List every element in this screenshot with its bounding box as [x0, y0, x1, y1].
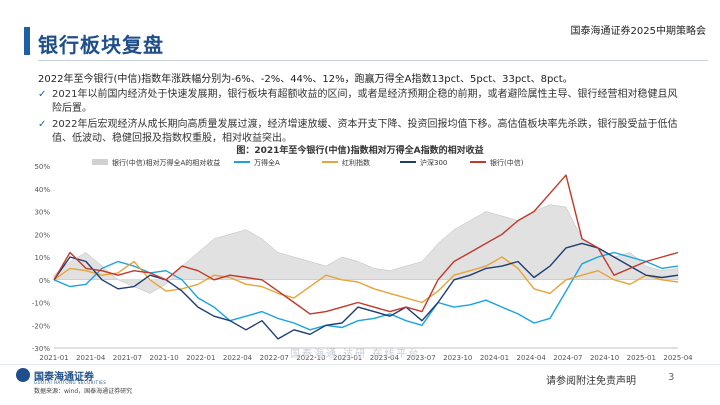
y-tick-label: 10% — [34, 254, 50, 262]
x-tick-label: 2025-01 — [627, 354, 656, 362]
x-tick-label: 2021-01 — [39, 354, 68, 362]
series-line — [53, 174, 679, 315]
series-area-relative-return — [53, 204, 679, 294]
logo-subtext: GUOTAI HAITONG SECURITIES — [34, 380, 107, 385]
legend-swatch — [92, 159, 108, 165]
footer-divider — [0, 364, 720, 365]
legend-label: 万得全A — [254, 158, 280, 167]
x-tick-label: 2023-01 — [333, 354, 362, 362]
check-icon: ✓ — [38, 119, 47, 130]
legend-label: 银行(中信)相对万得全A的相对收益 — [112, 158, 220, 167]
legend-label: 红利指数 — [342, 158, 370, 167]
data-source: 数据来源：wind，国泰海通证券研究 — [34, 388, 133, 395]
logo-text: 国泰海通证券 — [34, 372, 94, 383]
y-tick-label: 0% — [39, 277, 50, 285]
header-caption: 国泰海通证券2025中期策略会 — [570, 26, 706, 37]
x-tick-label: 2024-04 — [517, 354, 547, 362]
y-tick-label: 50% — [34, 163, 50, 171]
logo-icon — [16, 368, 30, 382]
y-tick-label: 30% — [34, 209, 50, 217]
y-tick-label: -10% — [32, 300, 50, 308]
series-line — [53, 256, 679, 304]
slide-title: 银行板块复盘 — [38, 33, 164, 57]
x-tick-label: 2021-10 — [149, 354, 178, 362]
x-tick-label: 2025-04 — [663, 354, 692, 362]
lead-paragraph: 2022年至今银行(中信)指数年涨跌幅分别为-6%、-2%、44%、12%，跑赢… — [38, 74, 573, 85]
x-tick-label: 2022-04 — [223, 354, 253, 362]
check-icon: ✓ — [38, 89, 47, 100]
y-tick-label: 40% — [34, 186, 50, 194]
x-tick-label: 2021-07 — [113, 354, 142, 362]
y-tick-label: -20% — [32, 322, 50, 330]
legend-label: 银行(中信) — [490, 158, 524, 167]
x-tick-label: 2024-10 — [590, 354, 619, 362]
page-number: 3 — [668, 372, 675, 383]
disclaimer-link[interactable]: 请参阅附注免责声明 — [546, 376, 636, 387]
x-tick-label: 2022-10 — [296, 354, 325, 362]
x-tick-label: 2022-01 — [186, 354, 215, 362]
chart-title: 图：2021年至今银行(中信)指数相对万得全A指数的相对收益 — [236, 146, 484, 156]
bullet-item: ✓ 2021年以前国内经济处于快速发展期，银行板块有超额收益的区间，或者是经济预期… — [38, 88, 688, 116]
y-tick-label: 20% — [34, 231, 50, 239]
watermark: 国泰海通 达研 在线平台 — [290, 349, 421, 360]
bullet-item: ✓ 2022年后宏观经济从成长期向高质量发展过渡，经济增速放缓、资本开支下降、投资… — [38, 118, 688, 146]
header-divider — [38, 60, 708, 61]
y-tick-label: -30% — [32, 345, 50, 353]
x-tick-label: 2024-01 — [480, 354, 509, 362]
title-accent-bar — [24, 27, 30, 55]
relative-return-chart: 50% 40% 30% 20% 10% 0% -10% -20% -30%2021-01 2021… — [32, 158, 692, 362]
bullet-text: 2021年以前国内经济处于快速发展期，银行板块有超额收益的区间，或者是经济预期企… — [52, 89, 678, 114]
x-tick-label: 2022-07 — [260, 354, 289, 362]
x-tick-label: 2023-07 — [406, 354, 435, 362]
top-bar: 银行板块复盘 国泰海通证券2025中期策略会 — [0, 0, 720, 62]
x-tick-label: 2023-04 — [370, 354, 400, 362]
company-logo: 国泰海通证券 GUOTAI HAITONG SECURITIES — [16, 368, 136, 385]
series-line — [53, 242, 679, 340]
bullet-text: 2022年后宏观经济从成长期向高质量发展过渡，经济增速放缓、资本开支下降、投资回… — [52, 119, 678, 144]
x-tick-label: 2023-10 — [443, 354, 472, 362]
x-tick-label: 2024-07 — [553, 354, 582, 362]
x-tick-label: 2021-04 — [76, 354, 106, 362]
legend-label: 沪深300 — [420, 158, 447, 167]
